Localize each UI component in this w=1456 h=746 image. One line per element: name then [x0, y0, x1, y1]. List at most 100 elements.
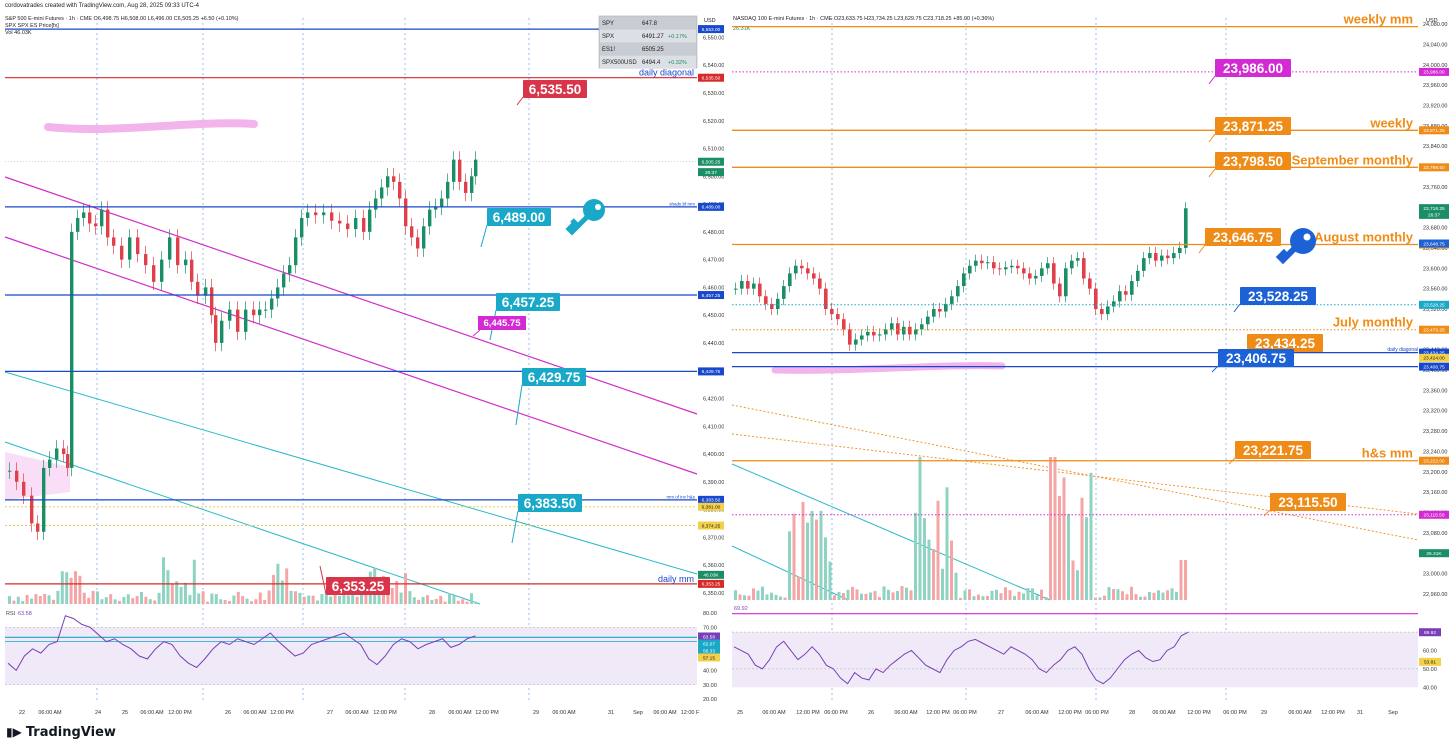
key-shaft — [1275, 245, 1298, 265]
watchlist-row — [600, 56, 696, 68]
level-label: h&s mm — [1362, 446, 1413, 461]
volume-bar — [448, 593, 451, 604]
volume-bar — [52, 599, 55, 604]
volume-bar — [954, 572, 958, 600]
rsi-tick: 60.00 — [1423, 648, 1437, 654]
price-tick: 6,370.00 — [703, 535, 724, 541]
candle-body — [82, 212, 86, 218]
candle-body — [1136, 270, 1140, 282]
volume-bar — [254, 599, 258, 604]
volume-bar — [280, 580, 284, 604]
volume-bar — [175, 581, 179, 604]
volume-bar — [69, 577, 73, 604]
x-tick: 12:00 PM — [373, 710, 397, 716]
volume-bar — [842, 593, 845, 600]
orange-dotted-trendline-upper — [731, 433, 1419, 515]
price-tag-bg — [1419, 67, 1449, 76]
volume-bar — [864, 593, 868, 600]
candle-body — [1070, 260, 1074, 269]
volume-bar — [206, 601, 209, 604]
candle-body — [932, 309, 936, 317]
price-tick: 6,460.00 — [703, 285, 724, 291]
volume-bar — [1184, 560, 1187, 600]
candle-body — [752, 283, 756, 289]
volume-bar — [153, 600, 157, 604]
candle-body — [48, 459, 52, 468]
rsi-tag-bg — [698, 632, 720, 641]
rsi-tag-bg — [698, 639, 720, 648]
rsi-tag-bg — [698, 646, 720, 655]
volume-bar — [1022, 593, 1025, 600]
candle-body — [734, 288, 738, 290]
price-tick: 6,360.00 — [703, 563, 724, 569]
candle-body — [890, 323, 894, 330]
candle-body — [398, 181, 402, 199]
volume-bar — [851, 586, 854, 600]
watchlist-table: SPY 647.8 SPX 6491.27 +0.17% ES1! 6505.25 SPX50… — [598, 15, 698, 69]
price-tick: 6,470.00 — [703, 258, 724, 264]
volume-bar — [201, 591, 205, 604]
volume-bar — [228, 601, 231, 604]
x-tick: 29 — [533, 710, 539, 716]
volume-bar — [756, 590, 760, 600]
candle-body — [1052, 263, 1056, 284]
candle-body — [1160, 255, 1164, 261]
level-callout: 23,528.25 — [1248, 289, 1309, 304]
candle-body — [1148, 253, 1152, 259]
volume-bar — [122, 597, 126, 604]
chart-es-futures[interactable]: S&P 500 E-mini Futures · 1h · CME O6,498… — [0, 12, 724, 726]
volume-bar — [1017, 591, 1021, 600]
candle-body — [818, 278, 822, 289]
candle-body — [758, 283, 762, 297]
level-callout: 6,429.75 — [528, 370, 581, 385]
volume-bar — [404, 573, 407, 604]
price-tick: 6,350.00 — [703, 591, 724, 597]
candle-body — [354, 217, 358, 230]
candle-body — [830, 309, 834, 315]
volume-bar — [797, 576, 800, 600]
candle-body — [168, 237, 172, 260]
candle-body — [1100, 309, 1104, 315]
volume-bar — [21, 601, 25, 604]
chart-nq-futures[interactable]: NASDAQ 100 E-mini Futures · 1h · CME O23… — [730, 12, 1456, 726]
level-label: mm of inv h&s — [666, 494, 695, 499]
highlight-scribble — [771, 362, 1006, 374]
volume-bar — [245, 598, 249, 604]
level-callout-box — [522, 368, 586, 386]
candle-body — [30, 495, 34, 524]
price-tag: 6,505.25 — [702, 160, 721, 166]
candle-body — [992, 262, 996, 269]
cyan-trendline-lower — [4, 441, 481, 605]
highlight-scribble — [44, 119, 258, 133]
candle-body — [15, 470, 19, 482]
candle-body — [322, 212, 326, 216]
level-callout: 6,457.25 — [502, 295, 555, 310]
volume-bar — [60, 571, 64, 604]
candle-body — [160, 259, 164, 282]
level-callout: 6,383.50 — [524, 496, 577, 511]
volume-bar — [783, 597, 787, 600]
watchlist-symbol: SPX — [602, 34, 614, 40]
candle-body — [1106, 306, 1110, 315]
x-tick: 12:00 PM — [926, 710, 950, 716]
candle-body — [236, 309, 240, 332]
volume-bar — [232, 595, 236, 604]
volume-bar — [417, 599, 421, 604]
volume-bar — [833, 595, 836, 600]
volume-bar — [806, 522, 809, 600]
candle-body — [264, 309, 268, 311]
volume-bar — [837, 591, 841, 600]
volume-bar — [148, 599, 152, 604]
volume-bar — [179, 586, 183, 604]
volume-bar — [188, 594, 192, 604]
volume-bar — [923, 518, 926, 600]
x-tick: 06:00 AM — [448, 710, 472, 716]
level-label: weekly mm — [1343, 12, 1413, 27]
x-tick: 27 — [327, 710, 333, 716]
price-tick: 23,960.00 — [1423, 83, 1447, 89]
candle-body — [812, 273, 816, 279]
candle-body — [294, 237, 298, 266]
volume-bar — [96, 591, 99, 604]
candle-body — [962, 273, 966, 287]
x-tick: 22 — [19, 710, 25, 716]
